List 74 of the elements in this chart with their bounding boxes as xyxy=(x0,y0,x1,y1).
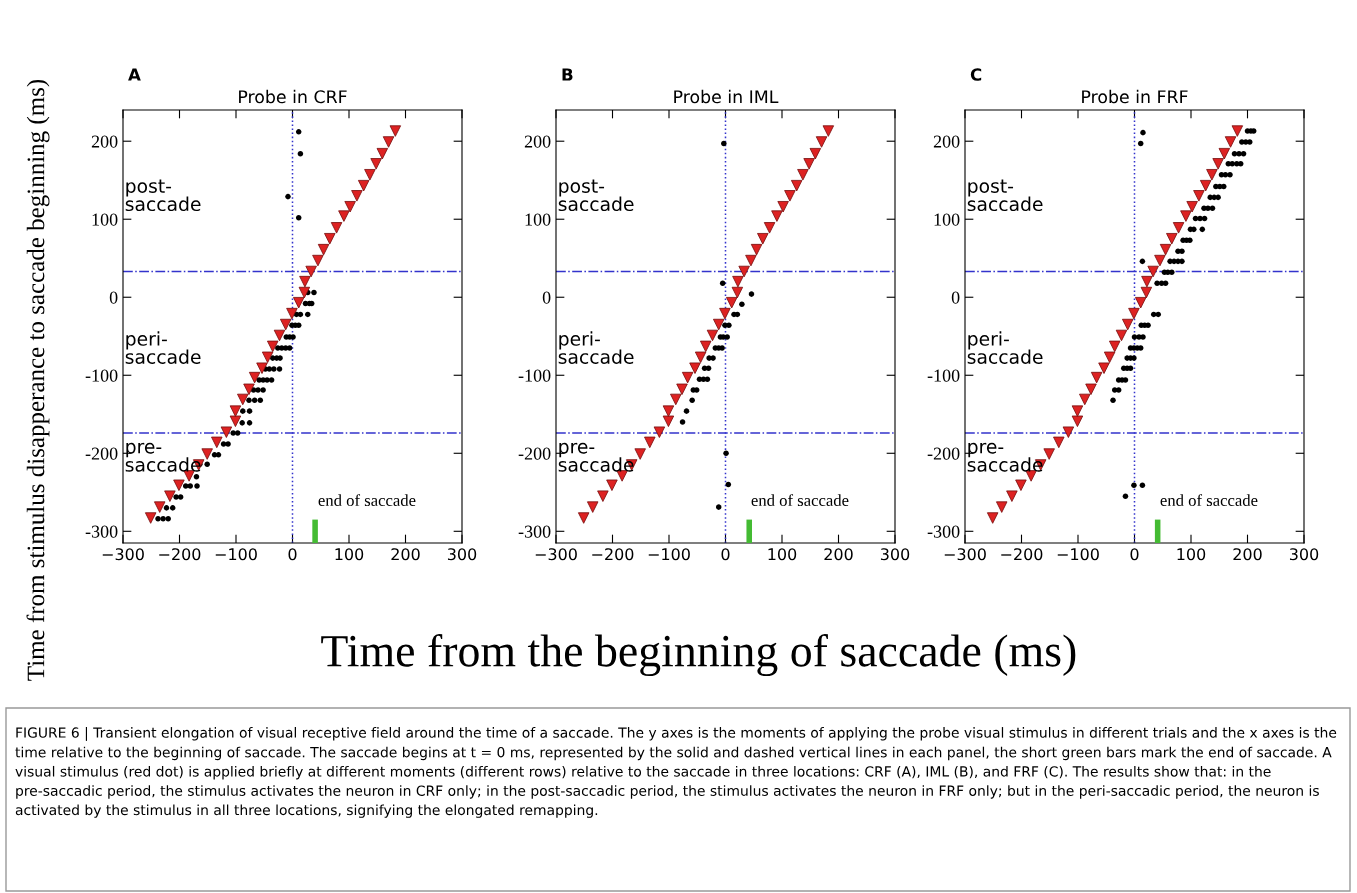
point xyxy=(679,419,686,425)
y-tick-label: 0 xyxy=(542,291,551,304)
point xyxy=(705,365,712,372)
point xyxy=(724,334,730,340)
x-tick-label: −100 xyxy=(648,548,690,561)
x-tick-label: −300 xyxy=(944,548,986,561)
chart-subtitle: Probe in IML xyxy=(674,89,779,104)
x-tick-label: −200 xyxy=(592,548,634,561)
y-tick-label: -100 xyxy=(518,369,551,382)
y-tick-label: 200 xyxy=(933,135,960,148)
x-tick-label: 100 xyxy=(1177,548,1206,561)
y-tick-label: 100 xyxy=(934,213,960,226)
y-tick-label: 200 xyxy=(524,135,551,148)
y-tick-label: 100 xyxy=(92,213,118,226)
x-tick-label: 300 xyxy=(447,548,477,561)
y-tick-label: -100 xyxy=(85,369,118,382)
annotation: post- saccade xyxy=(558,179,634,212)
y-tick-label: 0 xyxy=(109,291,118,304)
y-tick-label: -300 xyxy=(85,525,118,538)
x-tick-label: 200 xyxy=(824,548,853,561)
point xyxy=(715,504,722,510)
x-tick-label: 200 xyxy=(391,548,420,561)
chart-subtitle: Probe in CRF xyxy=(239,89,347,104)
chart-title: A xyxy=(128,68,141,81)
y-tick-label: 0 xyxy=(951,291,960,304)
y-tick-label: -300 xyxy=(927,525,960,538)
point xyxy=(683,408,690,414)
point xyxy=(689,397,695,403)
point xyxy=(719,345,725,351)
point xyxy=(748,291,755,297)
point xyxy=(726,322,732,329)
annotation: peri- saccade xyxy=(967,331,1043,364)
x-tick-label: 0 xyxy=(721,548,730,561)
point xyxy=(725,481,732,488)
x-tick-label: 0 xyxy=(1130,548,1139,561)
point xyxy=(723,450,729,457)
y-tick-label: -200 xyxy=(85,447,118,460)
point xyxy=(719,280,726,286)
x-tick-label: 100 xyxy=(335,548,364,561)
y-axis-title: Time from stimulus disapperance to saccade beginning (ms) xyxy=(26,79,50,681)
point xyxy=(739,301,745,308)
annotation: end of saccade xyxy=(751,494,849,507)
chart-subtitle: Probe in FRF xyxy=(1082,89,1188,104)
x-tick-label: −300 xyxy=(535,548,577,561)
y-tick-label: 100 xyxy=(525,213,551,226)
point xyxy=(710,355,716,361)
y-tick-label: -200 xyxy=(518,447,551,460)
annotation: end of saccade xyxy=(318,494,416,507)
x-axis-title: Time from the beginning of saccade (ms) xyxy=(321,633,1076,677)
annotation: peri- saccade xyxy=(558,331,634,364)
chart-title: B xyxy=(562,68,573,81)
x-tick-label: −300 xyxy=(102,548,144,561)
x-tick-label: −100 xyxy=(1057,548,1099,561)
annotation: post- saccade xyxy=(967,179,1043,212)
y-tick-label: -200 xyxy=(927,447,960,460)
y-tick-label: 200 xyxy=(91,135,118,148)
x-tick-label: −100 xyxy=(215,548,257,561)
annotation: peri- saccade xyxy=(125,331,201,364)
x-tick-label: −200 xyxy=(159,548,201,561)
annotation: end of saccade xyxy=(1160,494,1258,507)
x-tick-label: 100 xyxy=(768,548,797,561)
y-tick-label: -300 xyxy=(518,525,551,538)
x-tick-label: 300 xyxy=(880,548,910,561)
x-tick-label: 200 xyxy=(1233,548,1262,561)
caption: FIGURE 6 | Transient elongation of visual receptive field around the time of a saccade. The y axes is the moments of applying the probe visual stimulus in different trials and the x axes is the time relative to the beginning of saccade. The saccade begins at t = 0 ms, represented by the solid and dashed vertical lines in each panel, the short green bars mark the end of saccade. A visual stimulus (red dot) is applied briefly at different moments (different rows) relative to the saccade in three locations: CRF (A), IML (B), and FRF (C). The results show that: in the pre-saccadic period, the stimulus activates the neuron in CRF only; in the post-saccadic period, the stimulus activates the neuron in FRF only; but in the peri-saccadic period, the neuron is activated by the stimulus in all three locations, signifying the elongated remapping. xyxy=(15,727,1337,818)
point xyxy=(734,311,741,318)
y-tick-label: -100 xyxy=(927,369,960,382)
point xyxy=(704,376,711,382)
x-tick-label: 0 xyxy=(288,548,297,561)
x-tick-label: 300 xyxy=(1289,548,1319,561)
x-tick-label: −200 xyxy=(1001,548,1043,561)
point xyxy=(721,140,727,147)
annotation: post- saccade xyxy=(125,179,201,212)
chart-title: C xyxy=(970,68,982,81)
